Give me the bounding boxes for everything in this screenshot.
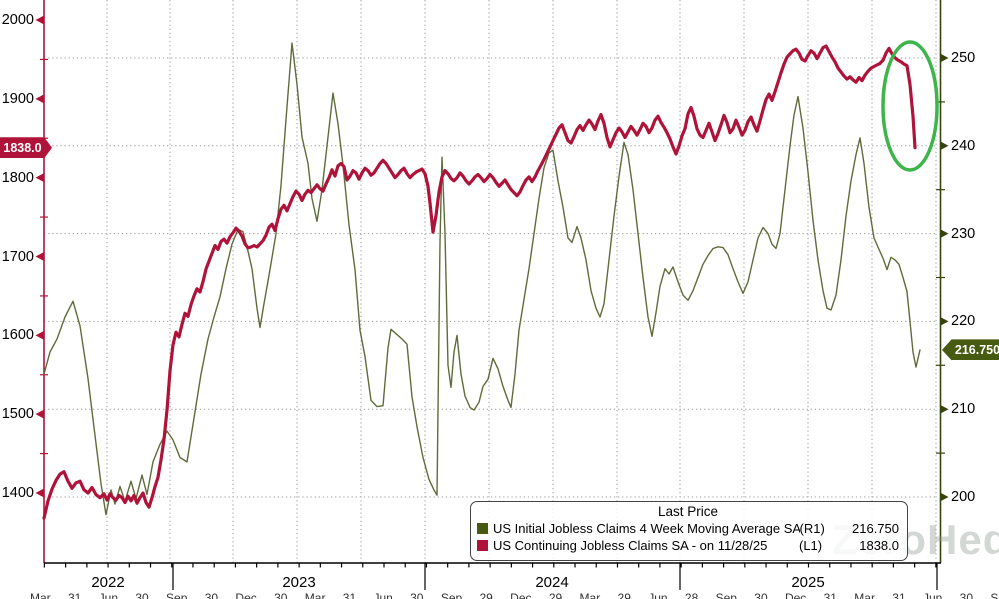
left-axis-tick-label: 1700 <box>1 248 34 265</box>
left-tick-arrow-icon <box>35 330 44 340</box>
right-axis-tick-label: 230 <box>951 225 976 242</box>
left-axis-tick-label: 2000 <box>1 12 34 28</box>
continuing-claims-line <box>42 44 917 520</box>
left-tick-arrow-icon <box>35 488 44 498</box>
right-tick-arrow-icon <box>940 404 949 414</box>
legend-last-value: 1838.0 <box>859 538 899 553</box>
left-tick-arrow-icon <box>35 15 44 25</box>
left-axis-tick-label: 1900 <box>1 90 34 107</box>
right-axis-tick-label: 240 <box>951 137 976 154</box>
legend-title: Last Price <box>657 504 719 519</box>
left-axis-tick-label: 1800 <box>1 169 34 186</box>
left-tick-arrow-icon <box>35 94 44 104</box>
left-tick-arrow-icon <box>35 409 44 419</box>
legend-axis-scope: (L1) <box>799 538 823 553</box>
highlight-ellipse-annotation <box>881 40 939 172</box>
continuing-claims-swatch-icon <box>477 540 488 551</box>
right-tick-arrow-icon <box>940 316 949 326</box>
x-axis-year-label: 2025 <box>791 574 825 591</box>
right-axis-tick-label: 200 <box>951 489 976 505</box>
right-tick-arrow-icon <box>940 141 949 151</box>
x-axis-year-label: 2023 <box>282 574 316 591</box>
initial-claims-swatch-icon <box>477 523 488 534</box>
legend-axis-scope: (R1) <box>799 521 825 536</box>
left-axis-tick-label: 1600 <box>1 327 34 344</box>
x-axis-year-label: 2024 <box>535 574 569 591</box>
right-axis-tick-label: 220 <box>951 313 976 330</box>
legend-series-label: US Initial Jobless Claims 4 Week Moving … <box>493 521 800 536</box>
right-axis-last-price-badge: 216.750 <box>942 339 999 361</box>
left-tick-arrow-icon <box>35 252 44 261</box>
right-axis-tick-label: 210 <box>951 401 976 418</box>
right-tick-arrow-icon <box>940 53 949 63</box>
left-axis-tick-label: 1500 <box>1 406 34 423</box>
initial-claims-line <box>43 42 921 516</box>
legend-last-value: 216.750 <box>852 521 899 536</box>
right-tick-arrow-icon <box>940 492 949 502</box>
right-axis-tick-label: 250 <box>951 50 976 66</box>
x-axis-year-label: 2022 <box>91 574 125 591</box>
left-axis-last-price-badge: 1838.0 <box>0 137 52 159</box>
clipped-axis-text: Mar 31 Jun 30 Sep 30 Dec 30 Mar 31 Jun 3… <box>30 591 999 599</box>
legend-item[interactable]: US Initial Jobless Claims 4 Week Moving … <box>477 520 899 537</box>
left-axis-tick-label: 1400 <box>1 485 34 501</box>
left-tick-arrow-icon <box>35 173 44 183</box>
legend-series-label: US Continuing Jobless Claims SA - on 11/… <box>493 538 768 553</box>
legend-item[interactable]: US Continuing Jobless Claims SA - on 11/… <box>477 537 899 554</box>
legend-box[interactable]: Last Price US Initial Jobless Claims 4 W… <box>470 501 908 561</box>
right-tick-arrow-icon <box>940 229 949 239</box>
